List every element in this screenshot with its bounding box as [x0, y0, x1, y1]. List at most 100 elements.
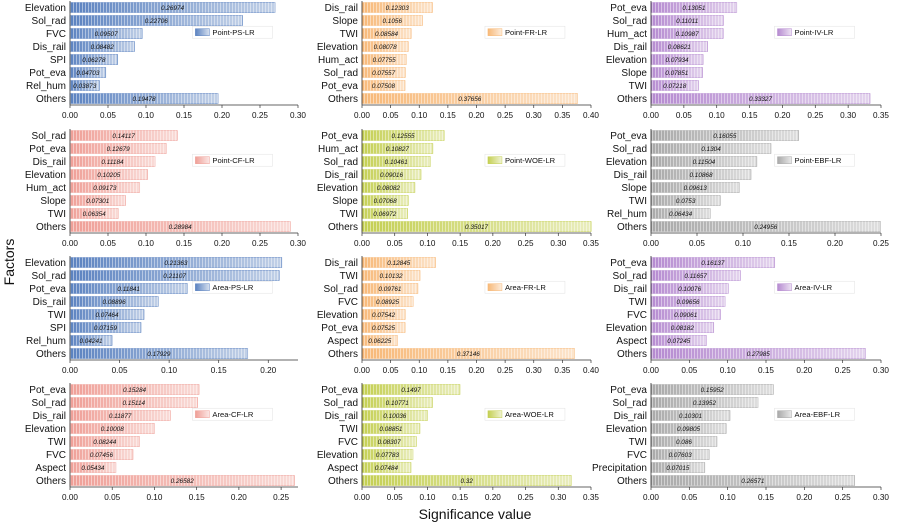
legend-swatch — [777, 156, 792, 164]
value-label: 0.07603 — [669, 452, 693, 459]
bar-hatch — [70, 475, 295, 486]
bar-hatch — [362, 475, 572, 486]
bar-hatch — [362, 169, 421, 180]
bar-hatch — [651, 309, 721, 320]
bar-hatch — [70, 397, 198, 408]
bar-hatch — [651, 182, 740, 193]
category-label: Pot_eva — [29, 144, 66, 155]
value-label: 0.1056 — [382, 18, 402, 25]
legend-label: Area-PS-LR — [212, 283, 253, 292]
value-label: 0.08078 — [374, 44, 398, 51]
value-label: 0.12555 — [392, 133, 416, 140]
x-tick-label: 0.25 — [252, 239, 268, 248]
category-label: Aspect — [616, 336, 647, 347]
x-tick-label: 0.20 — [214, 111, 230, 120]
category-label: SPI — [50, 55, 66, 66]
legend-box — [774, 153, 855, 167]
value-label: 0.07068 — [374, 198, 398, 205]
value-label: 0.07525 — [372, 325, 396, 332]
value-label: 0.03873 — [73, 83, 97, 90]
category-label: Sol_rad — [324, 398, 358, 409]
x-tick-label: 0.10 — [411, 366, 427, 375]
value-label: 0.09805 — [677, 426, 701, 433]
value-label: 0.09061 — [674, 312, 698, 319]
bar-hatch — [70, 348, 248, 359]
category-label: Sol_rad — [613, 271, 647, 282]
bar-hatch — [362, 156, 431, 167]
value-label: 0.11504 — [693, 159, 716, 166]
legend-box — [774, 407, 855, 421]
bar-hatch — [70, 449, 133, 460]
bar-hatch — [70, 130, 178, 141]
category-label: Others — [617, 94, 647, 105]
bar-hatch — [362, 208, 408, 219]
value-label: 0.15114 — [122, 400, 145, 407]
bar-hatch — [70, 309, 144, 320]
x-tick-label: 0.05 — [387, 239, 403, 248]
value-label: 0.08182 — [671, 325, 695, 332]
x-tick-label: 0.05 — [387, 493, 403, 502]
category-label: Sol_rad — [32, 398, 66, 409]
value-label: 0.16137 — [701, 260, 725, 267]
value-label: 0.08482 — [91, 44, 115, 51]
legend-box — [484, 153, 566, 167]
category-label: Dis_rail — [614, 411, 647, 422]
bar-hatch — [70, 2, 276, 13]
value-label: 0.10132 — [379, 273, 403, 280]
category-label: Rel_hum — [607, 209, 647, 220]
category-label: Others — [36, 222, 66, 233]
value-label: 0.11657 — [684, 273, 707, 280]
legend-box — [774, 25, 855, 39]
x-tick-label: 0.00 — [354, 493, 370, 502]
category-label: Dis_rail — [614, 42, 647, 53]
bar-hatch — [362, 41, 409, 52]
category-label: Elevation — [25, 3, 66, 14]
value-label: 0.08307 — [378, 439, 402, 446]
value-label: 0.06278 — [82, 57, 106, 64]
value-label: 0.09173 — [93, 185, 117, 192]
value-label: 0.08584 — [375, 31, 399, 38]
legend-label: Point-EBF-LR — [795, 156, 842, 165]
value-label: 0.10205 — [97, 172, 121, 179]
value-label: 0.06434 — [669, 211, 693, 218]
value-label: 0.07218 — [663, 83, 687, 90]
bar-hatch — [651, 296, 726, 307]
value-label: 0.086 — [676, 439, 692, 446]
legend-box — [192, 153, 273, 167]
bar-hatch — [651, 67, 703, 78]
value-label: 0.07456 — [90, 452, 114, 459]
value-label: 0.09016 — [380, 172, 404, 179]
value-label: 0.10008 — [101, 426, 125, 433]
bar-hatch — [362, 67, 406, 78]
category-label: FVC — [338, 437, 358, 448]
category-label: Slope — [332, 16, 358, 27]
x-tick-label: 0.15 — [211, 366, 227, 375]
bar-hatch — [651, 423, 727, 434]
value-label: 0.13051 — [682, 5, 706, 12]
category-label: TWI — [629, 81, 647, 92]
x-tick-label: 0.05 — [100, 111, 116, 120]
value-label: 0.07542 — [372, 312, 396, 319]
bar-hatch — [651, 384, 774, 395]
legend-swatch — [487, 410, 503, 418]
category-label: TWI — [340, 209, 358, 220]
x-tick-label: 0.15 — [452, 239, 468, 248]
x-tick-label: 0.10 — [161, 366, 177, 375]
legend-swatch — [487, 156, 503, 164]
category-label: TWI — [340, 424, 358, 435]
value-label: 0.07015 — [666, 465, 690, 472]
panel-point-iv-lr: Pot_eva 0.13051 Sol_rad 0.11011 Hum_act 0.109… — [606, 1, 889, 120]
bar-hatch — [70, 67, 106, 78]
bar-hatch — [362, 397, 433, 408]
x-tick-label: 0.25 — [835, 366, 851, 375]
category-label: Aspect — [327, 463, 358, 474]
value-label: 0.04703 — [76, 70, 100, 77]
legend-swatch — [777, 410, 792, 418]
value-label: 0.24956 — [754, 224, 778, 231]
value-label: 0.37656 — [458, 96, 482, 103]
x-tick-label: 0.30 — [526, 366, 542, 375]
legend-label: Point-IV-LR — [795, 28, 834, 37]
category-label: Others — [36, 349, 66, 360]
x-tick-label: 0.10 — [720, 493, 736, 502]
category-label: Dis_rail — [325, 170, 358, 181]
